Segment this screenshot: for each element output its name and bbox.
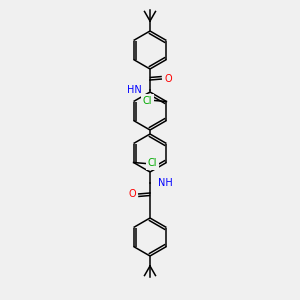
Text: NH: NH — [158, 178, 173, 188]
Text: Cl: Cl — [148, 158, 157, 169]
Text: HN: HN — [127, 85, 142, 95]
Text: Cl: Cl — [143, 95, 152, 106]
Text: O: O — [128, 189, 136, 199]
Text: O: O — [164, 74, 172, 84]
